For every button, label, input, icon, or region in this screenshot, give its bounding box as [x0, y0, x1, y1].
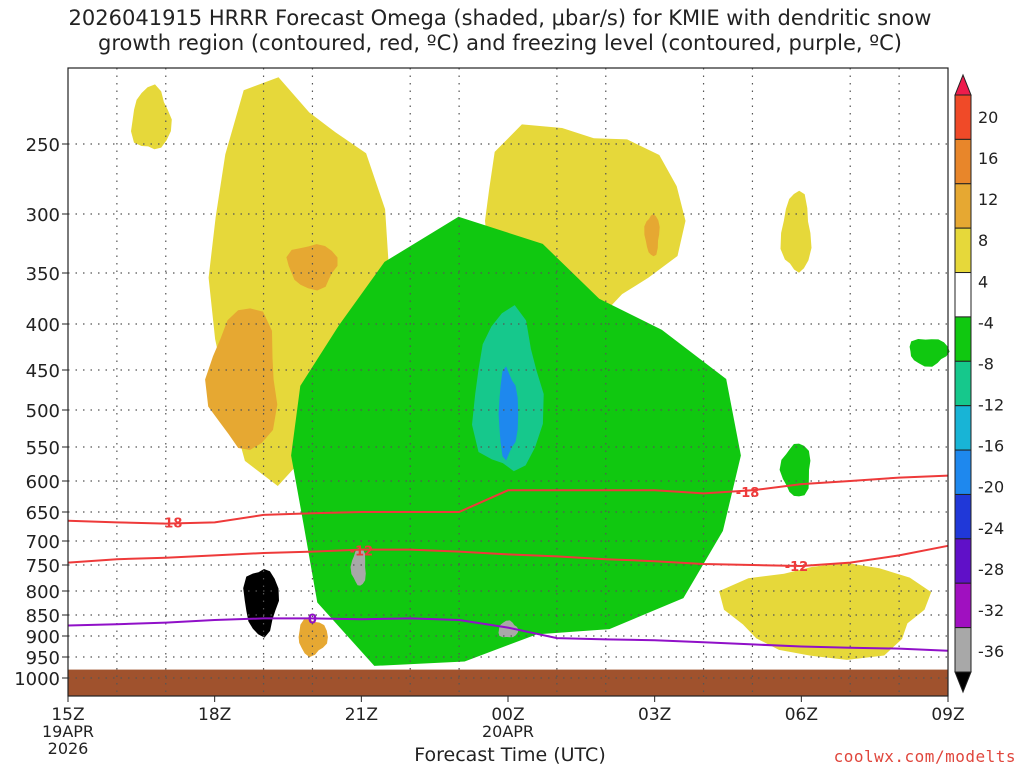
y-tick-label: 250: [26, 135, 60, 156]
temperature-contours: -18 -18 -12 -12 0: [67, 474, 949, 652]
y-tick-label: 650: [26, 503, 60, 524]
colorbar-top-arrow: [954, 73, 972, 96]
colorbar-label: -24: [978, 519, 1004, 538]
y-tick-label: 500: [26, 401, 60, 422]
y-tick-label: 600: [26, 472, 60, 493]
colorbar: 20 16 12 8 4 -4 -8 -12 -16 -20 -24 -28 -32 -36: [954, 73, 1004, 694]
contour-label: -12: [350, 545, 374, 560]
colorbar-bin: [954, 449, 972, 495]
x-tick-sublabel: 2026: [48, 739, 89, 758]
colorbar-bin: [954, 316, 972, 362]
colorbar-label: 16: [978, 149, 998, 168]
colorbar-label: 8: [978, 231, 988, 250]
colorbar-bin: [954, 227, 972, 274]
omega-region: [131, 84, 172, 150]
omega-shaded-field: [68, 77, 950, 696]
y-tick-label: 700: [26, 532, 60, 553]
x-tick-label: 15Z: [51, 705, 84, 725]
colorbar-label: -16: [978, 437, 1004, 456]
y-tick-label: 900: [26, 627, 60, 648]
colorbar-label: -8: [978, 354, 994, 373]
colorbar-label: -28: [978, 560, 1004, 579]
chart-title: 2026041915 HRRR Forecast Omega (shaded, …: [0, 6, 1000, 56]
colorbar-label: 20: [978, 108, 998, 127]
y-tick-label: 400: [26, 315, 60, 336]
y-tick-label: 800: [26, 582, 60, 603]
colorbar-bin: [954, 183, 972, 229]
colorbar-label: 4: [978, 272, 988, 291]
omega-region: [909, 339, 950, 367]
omega-region: [780, 190, 812, 273]
x-tick-label: 09Z: [931, 705, 964, 725]
contour-line: [67, 617, 949, 652]
omega-region: [498, 620, 519, 638]
y-tick-label: 300: [26, 205, 60, 226]
omega-region: [243, 569, 279, 638]
x-tick-sublabel: 19APR: [42, 722, 94, 741]
omega-region: [779, 443, 811, 497]
colorbar-label: -32: [978, 601, 1004, 620]
omega-region: [286, 244, 338, 291]
contour-label: -18: [736, 486, 760, 501]
x-tick-label: 06Z: [785, 705, 818, 725]
x-tick-label: 03Z: [638, 705, 671, 725]
colorbar-label: -4: [978, 313, 994, 332]
x-axis-title: Forecast Time (UTC): [414, 744, 606, 766]
colorbar-bin: [954, 405, 972, 451]
colorbar-bin: [954, 627, 972, 673]
colorbar-bin: [954, 138, 972, 185]
colorbar-label: 12: [978, 190, 998, 209]
colorbar-label: -36: [978, 642, 1004, 661]
omega-region: [498, 366, 519, 461]
colorbar-bin: [954, 360, 972, 407]
y-tick-label: 850: [26, 606, 60, 627]
colorbar-bin: [954, 272, 972, 318]
colorbar-label: -20: [978, 478, 1004, 497]
y-tick-label: 550: [26, 438, 60, 459]
y-tick-label: 1000: [14, 669, 60, 690]
y-tick-label: 350: [26, 264, 60, 285]
contour-line: [67, 544, 949, 568]
title-line-2: growth region (contoured, red, ºC) and f…: [98, 31, 902, 55]
omega-region: [644, 214, 660, 257]
omega-region: [298, 619, 328, 658]
contour-label: 0: [308, 612, 317, 627]
colorbar-bin: [954, 582, 972, 629]
colorbar-bin: [954, 493, 972, 540]
ground-surface: [68, 669, 948, 696]
site-watermark: coolwx.com/modelts: [833, 747, 1016, 766]
y-tick-label: 450: [26, 361, 60, 382]
omega-region: [205, 308, 278, 450]
contour-line: [67, 474, 949, 525]
x-tick-sublabel: 20APR: [482, 722, 534, 741]
y-tick-label: 750: [26, 556, 60, 577]
x-tick-label: 18Z: [198, 705, 231, 725]
colorbar-bottom-arrow: [954, 671, 972, 694]
colorbar-bin: [954, 94, 972, 140]
omega-region: [350, 548, 366, 586]
y-tick-label: 950: [26, 648, 60, 669]
contour-label: -18: [159, 516, 183, 531]
x-tick-label: 00Z: [491, 705, 524, 725]
pressure-axis: 2503003504004505005506006507007508008509…: [14, 135, 68, 690]
contour-label: -12: [785, 560, 809, 575]
colorbar-bin: [954, 538, 972, 584]
title-line-1: 2026041915 HRRR Forecast Omega (shaded, …: [68, 6, 932, 30]
x-tick-label: 21Z: [345, 705, 378, 725]
colorbar-label: -12: [978, 396, 1004, 415]
